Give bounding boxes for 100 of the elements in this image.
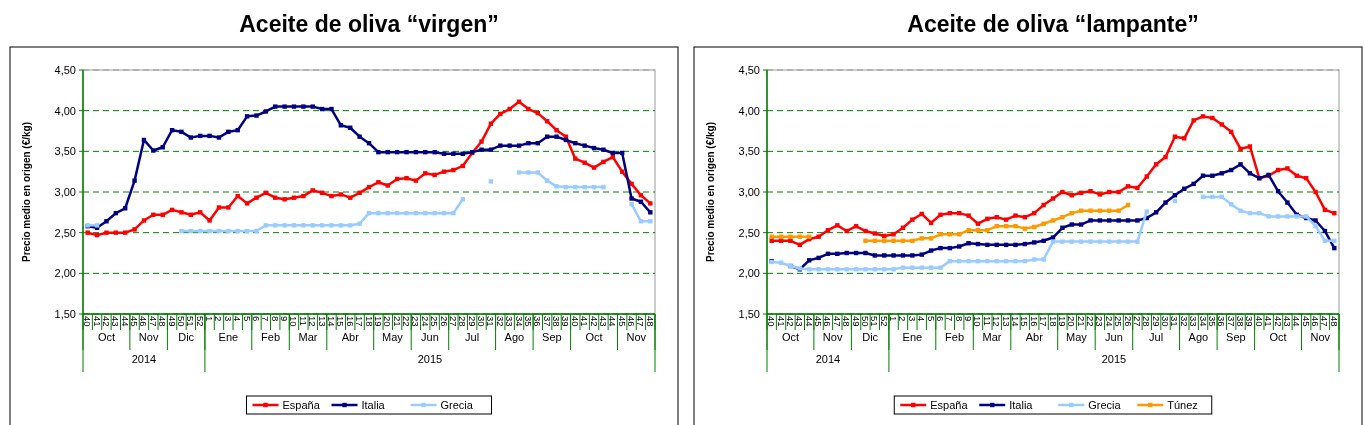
legend-label: España <box>930 399 969 411</box>
x-tick-label: 32 <box>1178 316 1190 327</box>
x-tick-label: 48 <box>644 316 656 327</box>
text: Feb <box>945 331 965 343</box>
x-tick-label: 44 <box>803 316 815 327</box>
text: 2015 <box>1101 353 1127 365</box>
x-tick-label: 19 <box>372 316 384 327</box>
x-tick-label: 21 <box>391 316 403 327</box>
x-tick-label: 42 <box>100 316 112 327</box>
x-tick-label: 7 <box>944 316 956 322</box>
x-tick-label: 29 <box>466 316 478 327</box>
text: Mar <box>298 331 318 343</box>
x-tick-label: 25 <box>429 316 441 327</box>
text: Ago <box>504 331 525 343</box>
x-tick-label: 40 <box>766 316 778 327</box>
x-tick-label: 34 <box>513 316 525 327</box>
x-tick-label: 46 <box>822 316 834 327</box>
y-tick-label: 1,50 <box>738 307 760 320</box>
text: May <box>382 331 404 343</box>
text: Dic <box>178 331 195 343</box>
x-tick-label: 7 <box>260 316 272 322</box>
x-tick-label: 44 <box>1291 316 1303 327</box>
x-tick-label: 51 <box>869 316 881 327</box>
y-tick-label: 4,00 <box>54 104 76 117</box>
x-tick-label: 32 <box>494 316 506 327</box>
x-tick-label: 20 <box>1066 316 1078 327</box>
text: Oct <box>97 331 116 343</box>
x-tick-label: 3 <box>222 316 234 322</box>
x-tick-label: 26 <box>1122 316 1134 327</box>
x-tick-label: 43 <box>1281 316 1293 327</box>
x-tick-label: 11 <box>981 316 993 326</box>
x-tick-label: 31 <box>485 316 497 327</box>
x-tick-label: 9 <box>279 316 291 322</box>
x-tick-label: 27 <box>447 316 459 327</box>
x-tick-label: 8 <box>953 316 965 322</box>
x-tick-label: 45 <box>616 316 628 327</box>
text: Dic <box>862 331 879 343</box>
x-tick-label: 46 <box>626 316 638 327</box>
text: Nov <box>1310 331 1331 343</box>
text: Mar <box>982 331 1002 343</box>
x-tick-label: 38 <box>1235 316 1247 327</box>
x-tick-label: 41 <box>91 316 103 327</box>
x-tick-label: 20 <box>382 316 394 327</box>
x-tick-label: 25 <box>1113 316 1125 327</box>
legend-label: Grecia <box>440 399 474 411</box>
x-tick-label: 6 <box>250 316 262 322</box>
x-tick-label: 47 <box>635 316 647 327</box>
x-tick-label: 48 <box>841 316 853 327</box>
x-tick-label: 21 <box>1075 316 1087 327</box>
y-tick-label: 4,50 <box>738 63 760 76</box>
x-tick-label: 15 <box>335 316 347 327</box>
x-tick-label: 47 <box>1319 316 1331 327</box>
legend-label: Grecia <box>1088 399 1122 411</box>
x-tick-label: 39 <box>1244 316 1256 327</box>
x-tick-label: 34 <box>1197 316 1209 327</box>
chart-title: Aceite de oliva “virgen” <box>239 11 499 37</box>
x-tick-label: 52 <box>194 316 206 327</box>
text: Ene <box>902 331 923 343</box>
x-tick-label: 37 <box>1225 316 1237 327</box>
x-tick-label: 17 <box>1038 316 1050 327</box>
x-tick-label: 30 <box>476 316 488 327</box>
x-tick-label: 41 <box>1263 316 1275 327</box>
x-tick-label: 40 <box>82 316 94 327</box>
x-tick-label: 5 <box>241 316 253 322</box>
y-tick-label: 2,50 <box>738 226 760 239</box>
x-tick-label: 35 <box>522 316 534 327</box>
x-tick-label: 13 <box>316 316 328 327</box>
text: Nov <box>822 331 843 343</box>
x-tick-label: 48 <box>1328 316 1340 327</box>
text: 2014 <box>131 353 157 365</box>
y-tick-label: 4,00 <box>738 104 760 117</box>
x-tick-label: 30 <box>1160 316 1172 327</box>
y-tick-label: 3,00 <box>738 185 760 198</box>
x-tick-label: 16 <box>344 316 356 327</box>
x-tick-label: 16 <box>1028 316 1040 327</box>
text: Jul <box>1149 331 1164 343</box>
x-tick-label: 43 <box>110 316 122 327</box>
x-tick-label: 14 <box>1009 316 1021 327</box>
x-tick-label: 41 <box>775 316 787 327</box>
x-tick-label: 5 <box>925 316 937 322</box>
text: Jul <box>465 331 480 343</box>
legend-label: Túnez <box>1167 399 1198 411</box>
x-tick-label: 8 <box>269 316 281 322</box>
x-tick-label: 40 <box>1253 316 1265 327</box>
x-tick-label: 42 <box>784 316 796 327</box>
text: Oct <box>781 331 800 343</box>
x-tick-label: 37 <box>541 316 553 327</box>
x-tick-label: 26 <box>438 316 450 327</box>
text: Sep <box>1226 331 1246 343</box>
x-tick-label: 36 <box>1216 316 1228 327</box>
x-tick-label: 42 <box>1272 316 1284 327</box>
text: Ago <box>1188 331 1209 343</box>
x-tick-label: 28 <box>1141 316 1153 327</box>
x-tick-label: 19 <box>1056 316 1068 327</box>
y-tick-label: 2,00 <box>738 267 760 280</box>
x-tick-label: 10 <box>288 316 300 327</box>
x-tick-label: 47 <box>147 316 159 327</box>
chart-title: Aceite de oliva “lampante” <box>907 11 1199 37</box>
y-tick-label: 3,50 <box>54 145 76 158</box>
text: Nov <box>626 331 647 343</box>
